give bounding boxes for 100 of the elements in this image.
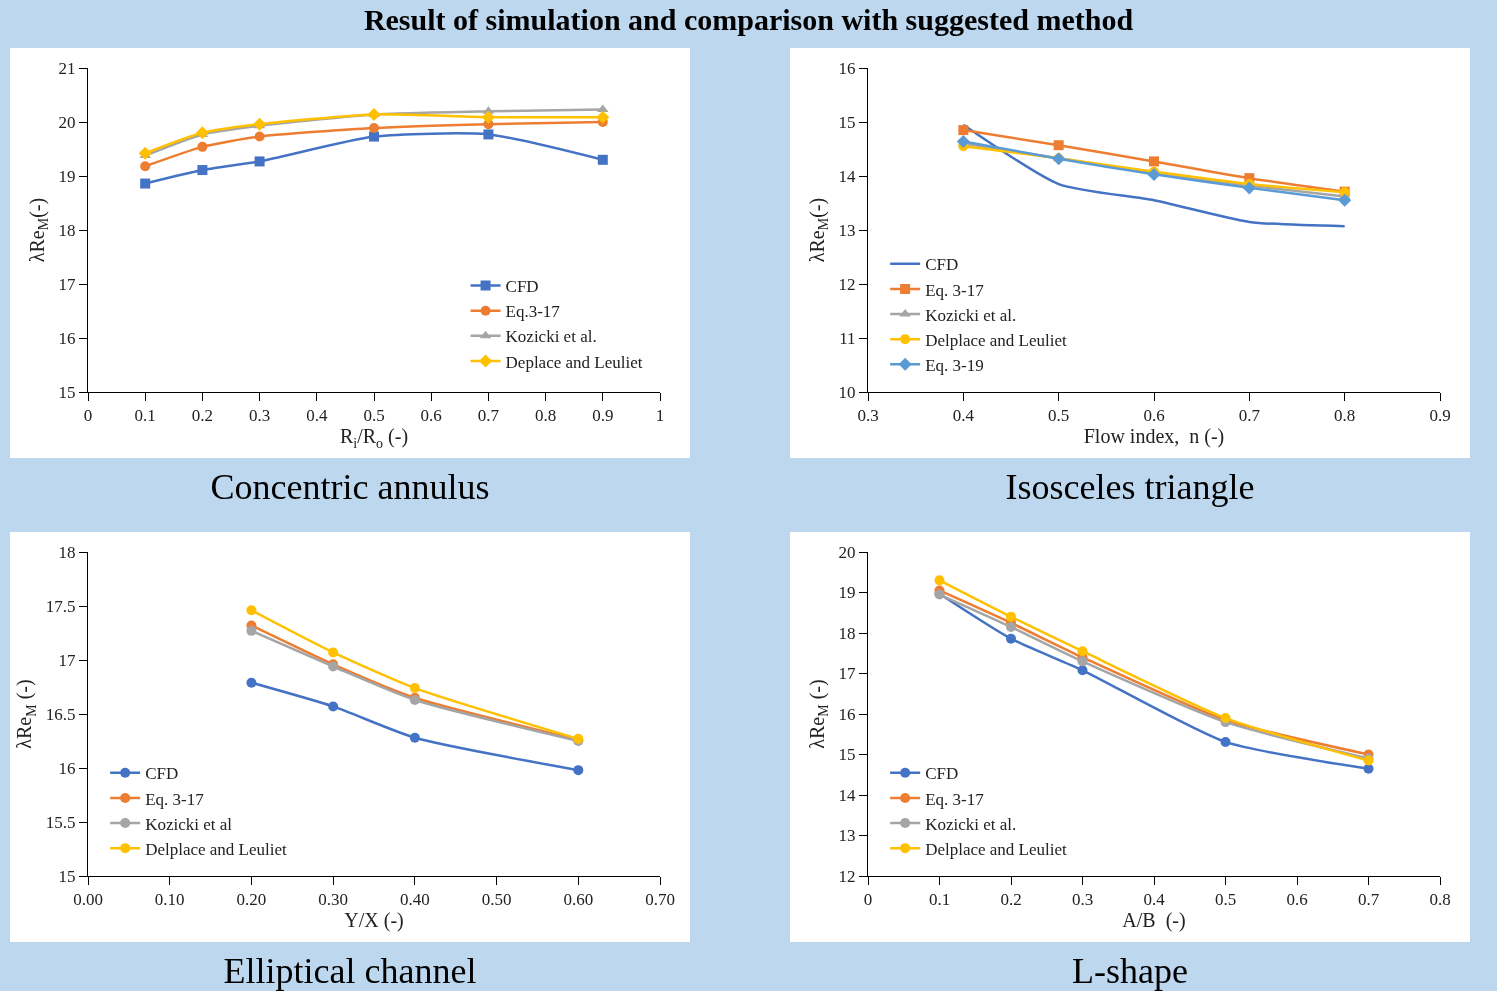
y-tick-label: 12 xyxy=(838,866,856,886)
y-tick-label: 17.5 xyxy=(45,596,76,616)
point xyxy=(481,110,495,124)
x-tick-label: 0.8 xyxy=(1429,890,1451,910)
point xyxy=(597,104,609,113)
x-tick-label: 0.3 xyxy=(1071,890,1094,910)
y-tick-label: 14 xyxy=(838,785,857,805)
x-tick-label: 0.7 xyxy=(1238,406,1261,426)
point xyxy=(409,732,420,743)
point xyxy=(246,677,257,688)
point xyxy=(246,625,257,636)
legend-label: Kozicki et al xyxy=(145,814,233,834)
legend-label: Eq. 3-17 xyxy=(925,789,985,809)
x-axis-title: A/B (-) xyxy=(1122,909,1186,933)
legend-label: CFD xyxy=(505,277,539,297)
legend-label: Delplace and Leuliet xyxy=(925,330,1068,350)
x-tick-label: 0.20 xyxy=(236,890,267,910)
legend-label: Eq. 3-19 xyxy=(925,355,984,375)
point xyxy=(1242,181,1256,195)
legend-label: Kozicki et al. xyxy=(505,327,597,347)
point xyxy=(197,165,208,176)
y-tick-label: 17 xyxy=(58,650,77,670)
legend-label: CFD xyxy=(925,255,959,275)
x-tick-label: 0.4 xyxy=(952,406,975,426)
x-tick-label: 0.70 xyxy=(645,890,675,910)
point xyxy=(573,765,584,776)
x-tick-label: 0.6 xyxy=(1286,890,1308,910)
x-tick-label: 0.8 xyxy=(534,406,557,426)
point xyxy=(1077,646,1088,657)
legend-label: Kozicki et al. xyxy=(925,814,1017,834)
y-tick-label: 16 xyxy=(58,758,76,778)
point xyxy=(483,129,494,140)
text: Elliptical channel xyxy=(222,950,478,991)
legend-label: CFD xyxy=(145,764,179,784)
point xyxy=(369,122,379,133)
y-tick-label: 17 xyxy=(838,664,857,684)
x-tick-label: 0.5 xyxy=(1048,406,1070,426)
y-tick-label: 15.5 xyxy=(45,812,76,832)
x-tick-label: 0.3 xyxy=(857,406,879,426)
x-tick-label: 0 xyxy=(83,406,93,426)
y-tick-label: 18 xyxy=(58,220,76,240)
x-tick-label: 0.3 xyxy=(248,406,271,426)
y-tick-label: 18 xyxy=(58,542,76,562)
y-tick-label: 17 xyxy=(58,274,77,294)
point xyxy=(597,154,608,165)
x-tick-label: 0.7 xyxy=(1357,890,1380,910)
point xyxy=(138,146,152,160)
point xyxy=(197,141,208,152)
x-axis-title: Flow index, n (-) xyxy=(1083,425,1225,449)
y-tick-label: 15 xyxy=(838,112,856,132)
point xyxy=(328,701,339,712)
point xyxy=(1053,140,1064,151)
y-tick-label: 20 xyxy=(58,112,76,132)
x-tick-label: 0.4 xyxy=(1143,890,1166,910)
point xyxy=(1077,665,1088,676)
x-tick-label: 0.00 xyxy=(73,890,103,910)
y-tick-label: 13 xyxy=(838,220,856,240)
x-tick-label: 0.1 xyxy=(134,406,156,426)
y-tick-label: 16.5 xyxy=(45,704,76,724)
x-tick-label: 0.2 xyxy=(191,406,214,426)
x-axis-title: Y/X (-) xyxy=(344,909,404,933)
point xyxy=(140,161,151,172)
y-tick-label: 18 xyxy=(838,623,856,643)
legend-label: Eq. 3-17 xyxy=(925,280,985,300)
x-tick-label: 0.8 xyxy=(1334,406,1356,426)
x-tick-label: 0.6 xyxy=(420,406,442,426)
point xyxy=(140,178,151,189)
point xyxy=(1149,156,1159,167)
y-tick-label: 15 xyxy=(58,382,76,402)
y-tick-label: 10 xyxy=(838,382,856,402)
x-tick-label: 0.9 xyxy=(1429,406,1451,426)
point xyxy=(254,156,265,167)
x-tick-label: 0.7 xyxy=(477,406,500,426)
point xyxy=(254,131,265,142)
point xyxy=(1006,611,1016,622)
legend-label: Delplace and Leuliet xyxy=(925,839,1068,859)
y-tick-label: 15 xyxy=(58,866,76,886)
x-tick-label: 0.9 xyxy=(592,406,614,426)
x-tick-label: 0.1 xyxy=(928,890,951,910)
point xyxy=(958,125,969,136)
point xyxy=(369,131,379,142)
x-tick-label: 0.6 xyxy=(1143,406,1165,426)
point xyxy=(1220,736,1231,747)
y-tick-label: 15 xyxy=(838,745,856,765)
legend-label: Eq. 3-17 xyxy=(145,789,205,809)
text: L-shape xyxy=(1071,950,1189,991)
y-tick-label: 16 xyxy=(838,704,856,724)
text: Result of simulation and comparison with suggested method xyxy=(362,2,1135,38)
x-tick-label: 0.10 xyxy=(154,890,185,910)
y-tick-label: 16 xyxy=(838,58,856,78)
x-axis-title: R$_{i}$/R$_{o}$ (-) xyxy=(339,425,409,451)
x-tick-label: 0.60 xyxy=(563,890,594,910)
text: Isosceles triangle xyxy=(1004,466,1256,508)
x-tick-label: 0 xyxy=(863,890,873,910)
legend-label: Deplace and Leuliet xyxy=(505,352,643,372)
point xyxy=(1006,633,1016,644)
legend-label: Eq.3-17 xyxy=(505,302,561,322)
y-tick-label: 13 xyxy=(838,826,856,846)
point xyxy=(596,110,610,124)
point xyxy=(1147,167,1161,181)
